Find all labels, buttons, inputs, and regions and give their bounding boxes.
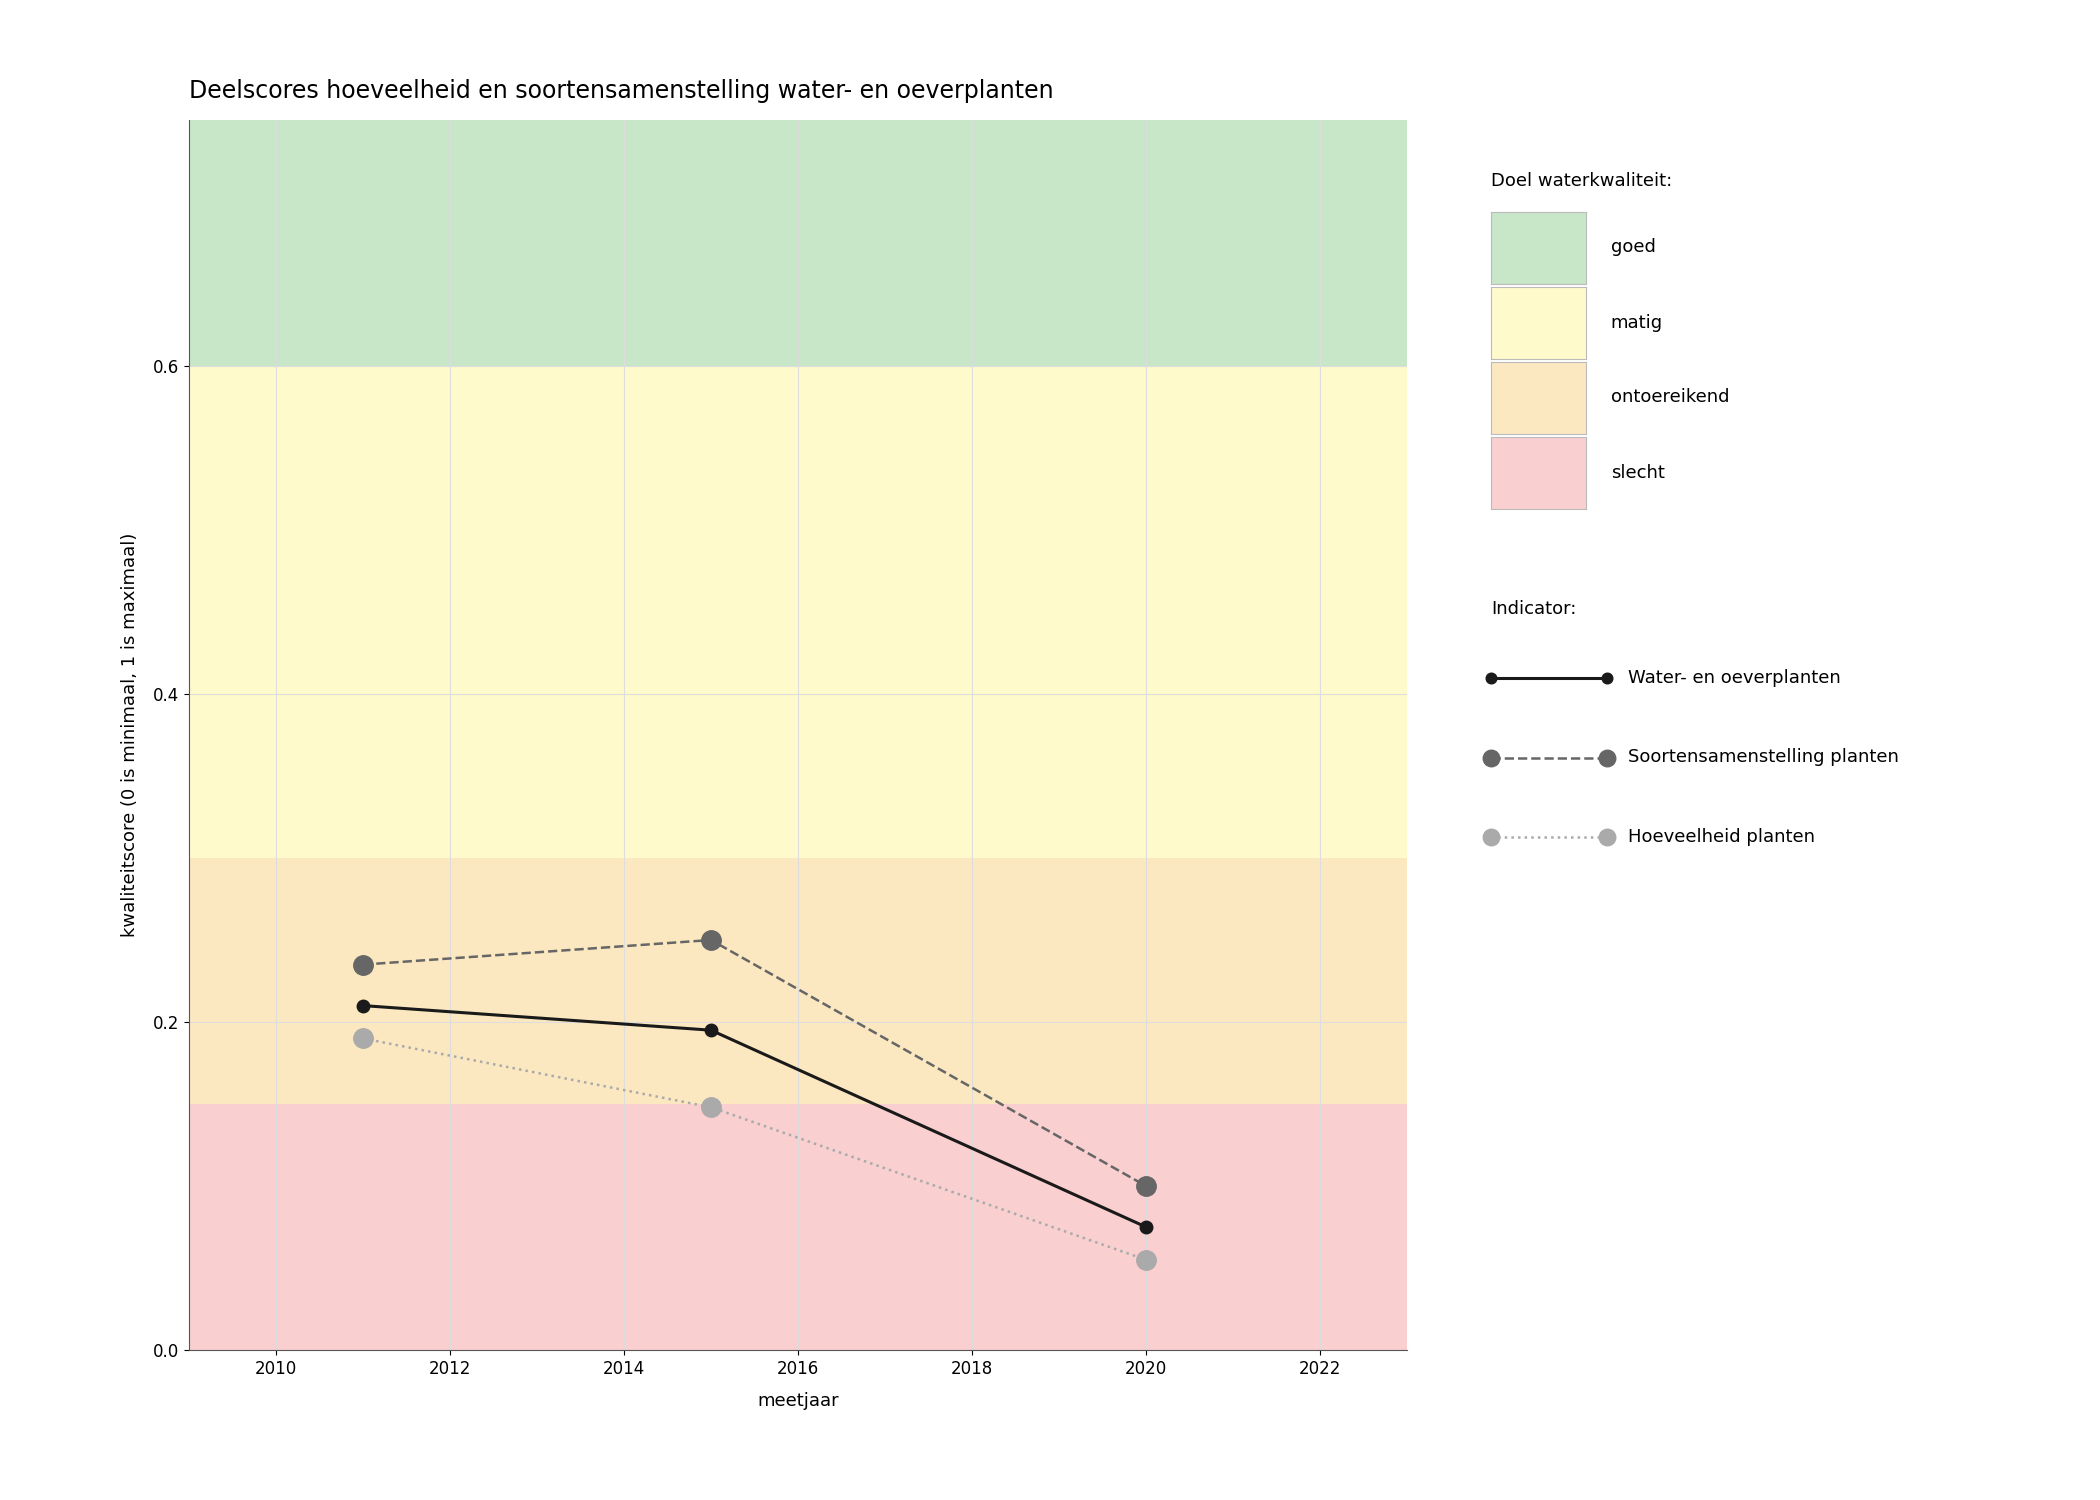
Bar <box>189 858 1407 1104</box>
Text: matig: matig <box>1611 314 1663 332</box>
Text: Deelscores hoeveelheid en soortensamenstelling water- en oeverplanten: Deelscores hoeveelheid en soortensamenst… <box>189 80 1054 104</box>
Text: Doel waterkwaliteit:: Doel waterkwaliteit: <box>1491 172 1672 190</box>
Text: slecht: slecht <box>1611 464 1665 482</box>
Bar <box>189 1104 1407 1350</box>
Text: goed: goed <box>1611 238 1655 256</box>
Bar <box>189 120 1407 366</box>
Text: Hoeveelheid planten: Hoeveelheid planten <box>1628 828 1814 846</box>
Text: Water- en oeverplanten: Water- en oeverplanten <box>1628 669 1840 687</box>
Bar <box>189 366 1407 858</box>
Text: Soortensamenstelling planten: Soortensamenstelling planten <box>1628 748 1898 766</box>
Text: Indicator:: Indicator: <box>1491 600 1577 618</box>
Y-axis label: kwaliteitscore (0 is minimaal, 1 is maximaal): kwaliteitscore (0 is minimaal, 1 is maxi… <box>122 532 139 938</box>
Text: ontoereikend: ontoereikend <box>1611 388 1728 406</box>
X-axis label: meetjaar: meetjaar <box>758 1392 838 1410</box>
